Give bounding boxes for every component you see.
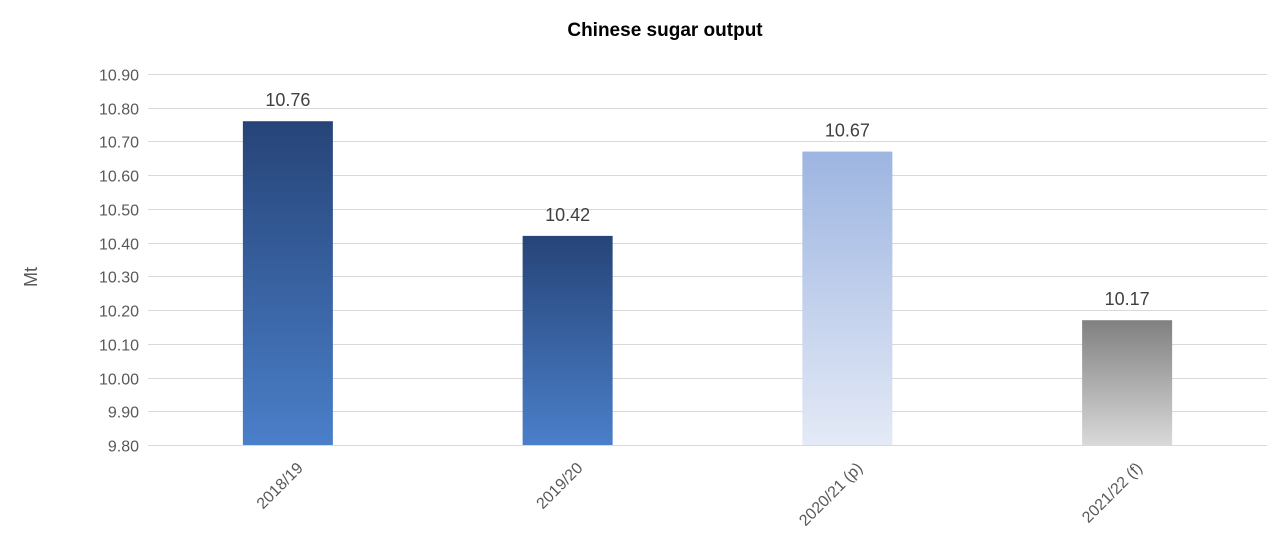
y-tick-label: 9.90 bbox=[108, 405, 139, 422]
x-axis-ticks: 2018/19 2019/20 2020/21 (p) 2021/22 (f) bbox=[254, 460, 1146, 530]
gridlines bbox=[148, 74, 1267, 446]
bar-3 bbox=[802, 151, 893, 445]
y-tick-label: 10.10 bbox=[99, 338, 139, 355]
data-label: 10.76 bbox=[265, 90, 310, 110]
y-tick-label: 10.90 bbox=[99, 68, 139, 85]
bar-4 bbox=[1082, 320, 1173, 445]
data-label: 10.17 bbox=[1105, 289, 1150, 309]
y-tick-label: 10.00 bbox=[99, 372, 139, 389]
bar-1 bbox=[242, 121, 333, 445]
chart-title: Chinese sugar output bbox=[567, 20, 763, 41]
y-tick-label: 10.40 bbox=[99, 237, 139, 254]
bars bbox=[242, 121, 1173, 445]
y-axis-ticks: 9.80 9.90 10.00 10.10 10.20 10.30 10.40 10.50 10… bbox=[99, 68, 139, 456]
x-tick-label: 2021/22 (f) bbox=[1079, 460, 1146, 527]
data-labels: 10.76 10.42 10.67 10.17 bbox=[265, 90, 1149, 309]
y-tick-label: 10.60 bbox=[99, 169, 139, 186]
y-axis-label: Mt bbox=[21, 267, 41, 287]
data-label: 10.42 bbox=[545, 205, 590, 225]
y-tick-label: 10.70 bbox=[99, 135, 139, 152]
bar-2 bbox=[522, 235, 613, 445]
x-tick-label: 2020/21 (p) bbox=[796, 460, 866, 530]
y-tick-label: 10.30 bbox=[99, 270, 139, 287]
x-tick-label: 2019/20 bbox=[534, 460, 587, 513]
y-tick-label: 10.80 bbox=[99, 102, 139, 119]
x-tick-label: 2018/19 bbox=[254, 460, 307, 513]
y-tick-label: 9.80 bbox=[108, 439, 139, 456]
y-tick-label: 10.20 bbox=[99, 304, 139, 321]
y-tick-label: 10.50 bbox=[99, 203, 139, 220]
data-label: 10.67 bbox=[825, 121, 870, 141]
